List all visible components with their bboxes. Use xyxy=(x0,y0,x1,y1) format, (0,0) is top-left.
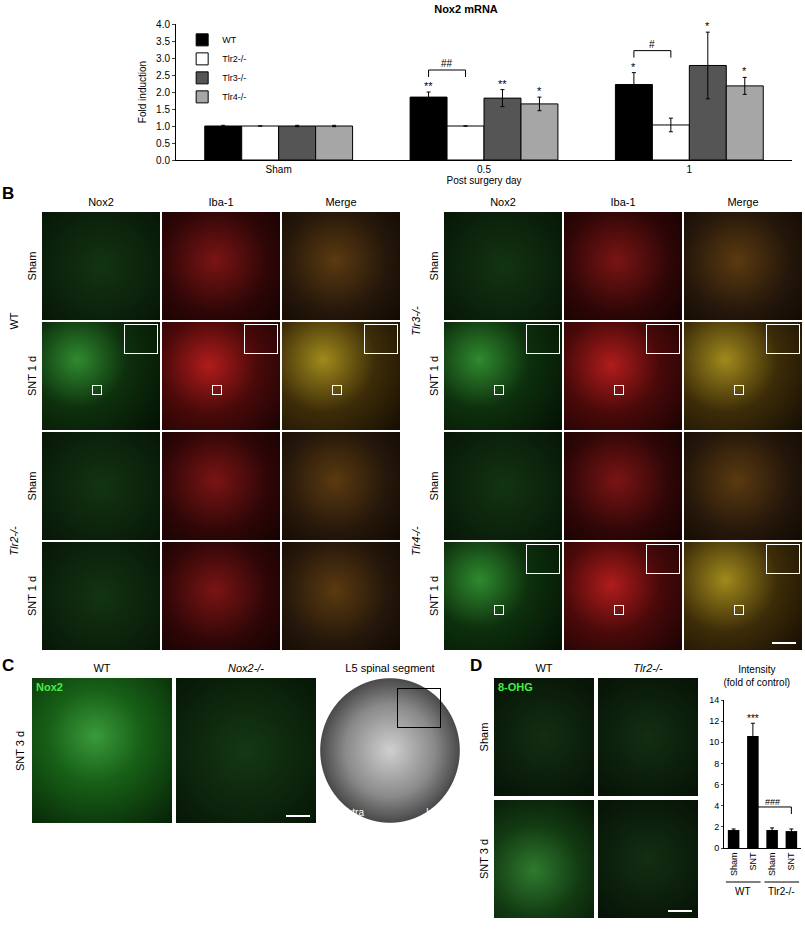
svg-text:SNT: SNT xyxy=(748,852,758,871)
svg-text:0: 0 xyxy=(714,843,719,853)
svg-text:*: * xyxy=(537,85,542,97)
html-text:SNT 1 d: SNT 1 d xyxy=(26,355,38,397)
svg-text:*: * xyxy=(742,65,747,77)
html-text:Nox2: Nox2 xyxy=(88,196,114,208)
svg-text:1: 1 xyxy=(687,164,693,175)
html-text:Ipsi: Ipsi xyxy=(426,807,442,818)
svg-text:2: 2 xyxy=(714,822,719,832)
html-text:Nox2-/-: Nox2-/- xyxy=(228,662,264,674)
svg-text:0.0: 0.0 xyxy=(156,155,170,166)
svg-text:#: # xyxy=(649,39,655,50)
html-text:B: B xyxy=(2,184,15,203)
html-text:Iba-1: Iba-1 xyxy=(610,196,636,208)
html-text:8-OHG: 8-OHG xyxy=(498,681,533,693)
svg-text:WT: WT xyxy=(222,35,236,45)
svg-text:8: 8 xyxy=(714,759,719,769)
html-text:C: C xyxy=(2,656,15,675)
html-text:Tlr2-/-: Tlr2-/- xyxy=(8,526,20,556)
html-text:A: A xyxy=(226,0,239,19)
svg-text:Tlr2-/-: Tlr2-/- xyxy=(222,54,246,64)
svg-text:WT: WT xyxy=(735,886,751,897)
html-text:Sham: Sham xyxy=(478,722,490,752)
html-text:Merge: Merge xyxy=(325,196,357,208)
html-text:Sham: Sham xyxy=(26,251,38,281)
svg-text:Intensity(fold of control): Intensity(fold of control) xyxy=(723,664,790,688)
html-text:Sham: Sham xyxy=(428,471,440,501)
svg-text:Tlr4-/-: Tlr4-/- xyxy=(222,92,246,102)
html-text:SNT 3 d: SNT 3 d xyxy=(478,838,490,880)
svg-text:6: 6 xyxy=(714,780,719,790)
html-text:Tlr2-/-: Tlr2-/- xyxy=(633,662,663,674)
svg-text:2.5: 2.5 xyxy=(156,70,170,81)
svg-text:*: * xyxy=(705,20,710,32)
svg-text:0.5: 0.5 xyxy=(477,164,491,175)
svg-text:12: 12 xyxy=(709,716,719,726)
html-text:SNT 1 d: SNT 1 d xyxy=(26,575,38,617)
html-text:D: D xyxy=(470,656,483,675)
svg-text:##: ## xyxy=(441,58,453,69)
svg-text:1.0: 1.0 xyxy=(156,121,170,132)
svg-text:10: 10 xyxy=(709,737,719,747)
svg-text:Sham: Sham xyxy=(266,164,292,175)
html-text:L5 spinal segment: L5 spinal segment xyxy=(345,662,435,674)
html-text:WT: WT xyxy=(8,312,20,330)
svg-text:Fold induction: Fold induction xyxy=(137,61,148,123)
html-text:SNT 1 d: SNT 1 d xyxy=(428,575,440,617)
svg-text:Nox2 mRNA: Nox2 mRNA xyxy=(434,3,498,15)
html-text:Tlr4-/-: Tlr4-/- xyxy=(410,526,422,556)
svg-text:SNT: SNT xyxy=(786,852,796,871)
svg-text:Post surgery day: Post surgery day xyxy=(446,175,521,186)
svg-text:Sham: Sham xyxy=(767,853,777,877)
svg-text:1.5: 1.5 xyxy=(156,104,170,115)
html-text:SNT 1 d: SNT 1 d xyxy=(428,355,440,397)
svg-text:3.5: 3.5 xyxy=(156,36,170,47)
svg-text:**: ** xyxy=(424,80,433,92)
svg-text:***: *** xyxy=(747,713,759,724)
html-text:WT: WT xyxy=(535,662,553,674)
html-text:Merge: Merge xyxy=(727,196,759,208)
html-text:Sham: Sham xyxy=(428,251,440,281)
svg-text:2.0: 2.0 xyxy=(156,87,170,98)
svg-text:4: 4 xyxy=(714,801,719,811)
svg-text:**: ** xyxy=(498,78,507,90)
svg-text:14: 14 xyxy=(709,695,719,705)
html-text:Nox2: Nox2 xyxy=(36,681,63,693)
html-text:Iba-1: Iba-1 xyxy=(208,196,234,208)
svg-text:0.5: 0.5 xyxy=(156,138,170,149)
svg-text:3.0: 3.0 xyxy=(156,53,170,64)
html-text:Sham: Sham xyxy=(26,471,38,501)
html-text:Nox2: Nox2 xyxy=(490,196,516,208)
html-text:Tlr3-/-: Tlr3-/- xyxy=(410,306,422,336)
svg-text:Tlr3-/-: Tlr3-/- xyxy=(222,73,246,83)
svg-text:Tlr2-/-: Tlr2-/- xyxy=(768,886,795,897)
svg-text:*: * xyxy=(631,61,636,73)
svg-text:###: ### xyxy=(765,797,780,807)
svg-text:4.0: 4.0 xyxy=(156,19,170,30)
svg-text:Sham: Sham xyxy=(729,853,739,877)
html-text:SNT 3 d: SNT 3 d xyxy=(14,730,26,771)
html-text:WT: WT xyxy=(93,662,111,674)
html-text:Contra: Contra xyxy=(334,807,364,818)
